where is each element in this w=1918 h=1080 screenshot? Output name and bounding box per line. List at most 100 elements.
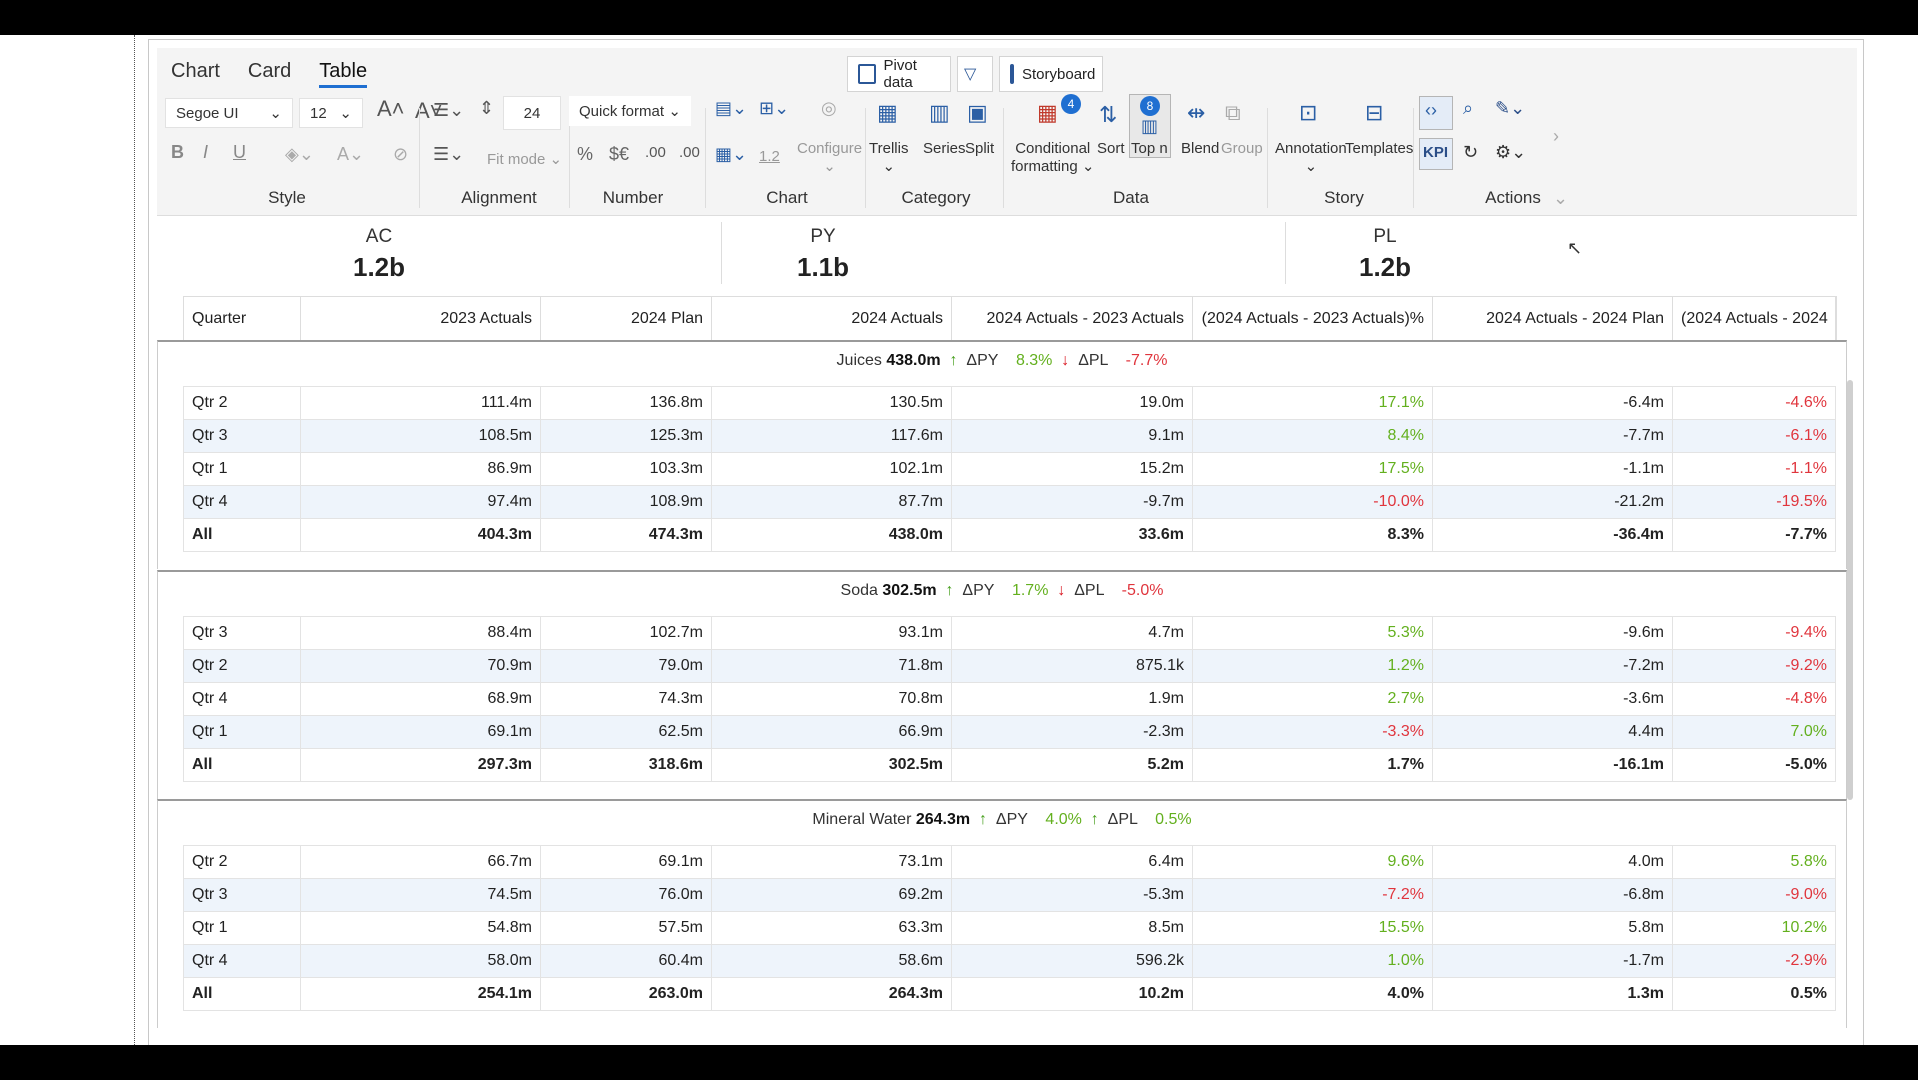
separator xyxy=(1267,108,1268,208)
delta-py-label: ΔPY xyxy=(995,811,1028,828)
table-row[interactable]: Qtr 2 111.4m 136.8m 130.5m 19.0m 17.1% -6.4m -4… xyxy=(183,386,1836,420)
series-button[interactable]: Series xyxy=(923,140,966,157)
column-header[interactable]: 2024 Plan xyxy=(541,297,712,341)
code-view-icon[interactable]: ‹› xyxy=(1425,100,1437,120)
blend-button[interactable]: Blend xyxy=(1181,140,1220,157)
row-height-icon[interactable]: ⇕ xyxy=(479,98,495,118)
vertical-scrollbar[interactable] xyxy=(1847,380,1853,800)
percent-icon[interactable]: % xyxy=(577,144,594,164)
cell-value: 263.0m xyxy=(540,977,712,1011)
table-row[interactable]: Qtr 4 97.4m 108.9m 87.7m -9.7m -10.0% -21.2m -1… xyxy=(183,485,1836,519)
tab-card[interactable]: Card xyxy=(247,60,292,82)
configure-button[interactable]: Configure ⌄ xyxy=(797,140,863,175)
table-row[interactable]: All 254.1m 263.0m 264.3m 10.2m 4.0% 1.3m 0.5% xyxy=(183,977,1836,1011)
settings-icon[interactable]: ⚙⌄ xyxy=(1495,142,1527,162)
cell-value: 9.6% xyxy=(1192,845,1433,879)
trellis-button[interactable]: Trellis ⌄ xyxy=(869,140,909,175)
pivot-data-button[interactable]: Pivot data xyxy=(847,56,951,92)
split-button[interactable]: Split xyxy=(965,140,995,157)
table-row[interactable]: Qtr 1 54.8m 57.5m 63.3m 8.5m 15.5% 5.8m 10.2% xyxy=(183,911,1836,945)
table-row[interactable]: Qtr 3 88.4m 102.7m 93.1m 4.7m 5.3% -9.6m -9.4% xyxy=(183,616,1836,650)
table-row[interactable]: Qtr 3 108.5m 125.3m 117.6m 9.1m 8.4% -7.7m -6.1… xyxy=(183,419,1836,453)
storyboard-button[interactable]: Storyboard xyxy=(999,56,1103,92)
decrease-decimals-icon[interactable]: .00 xyxy=(645,144,666,161)
cell-value: 136.8m xyxy=(540,386,712,420)
cell-value: -7.7% xyxy=(1672,518,1836,552)
filter-button[interactable]: ▽ xyxy=(957,56,993,92)
topn-button[interactable]: Top n xyxy=(1131,140,1168,157)
fill-color-icon[interactable]: ◈⌄ xyxy=(285,144,314,164)
italic-icon[interactable]: I xyxy=(203,142,209,162)
search-icon[interactable]: ⌕ xyxy=(1463,98,1474,118)
sort-icon: ⇅ xyxy=(1099,102,1118,127)
increase-font-icon[interactable]: A˄ xyxy=(377,96,405,121)
table-row[interactable]: Qtr 3 74.5m 76.0m 69.2m -5.3m -7.2% -6.8m -9.0% xyxy=(183,878,1836,912)
chart-decimals[interactable]: 1.2 xyxy=(759,148,780,165)
row-label: Qtr 1 xyxy=(183,715,301,749)
stack-layout-icon[interactable]: ⊞⌄ xyxy=(759,98,790,118)
cell-value: -9.6m xyxy=(1432,616,1673,650)
category-total: 302.5m xyxy=(882,582,937,599)
bold-icon[interactable]: B xyxy=(171,142,184,162)
spacing-input[interactable]: 24 xyxy=(503,96,561,130)
row-label: Qtr 3 xyxy=(183,878,301,912)
cell-value: -3.6m xyxy=(1432,682,1673,716)
column-header[interactable]: 2024 Actuals xyxy=(712,297,952,341)
table-row[interactable]: Qtr 2 70.9m 79.0m 71.8m 875.1k 1.2% -7.2m -9.2% xyxy=(183,649,1836,683)
table-layout-icon[interactable]: ▦⌄ xyxy=(715,144,748,164)
quick-format-select[interactable]: Quick format ⌄ xyxy=(569,96,691,126)
paint-icon[interactable]: ✎⌄ xyxy=(1495,98,1526,118)
table-row[interactable]: Qtr 2 66.7m 69.1m 73.1m 6.4m 9.6% 4.0m 5.8% xyxy=(183,845,1836,879)
tab-table[interactable]: Table xyxy=(319,60,368,88)
collapse-ribbon-icon[interactable]: ⌄ xyxy=(1553,188,1569,208)
increase-decimals-icon[interactable]: .00 xyxy=(679,144,700,161)
vertical-align-icon[interactable]: ☰⌄ xyxy=(433,144,465,164)
font-family-select[interactable]: Segoe UI ⌄ xyxy=(165,98,293,128)
column-header[interactable]: (2024 Actuals - 2023 Actuals)% xyxy=(1193,297,1433,341)
font-size-select[interactable]: 12 ⌄ xyxy=(299,98,363,128)
group-button[interactable]: Group xyxy=(1221,140,1263,157)
table-row[interactable]: All 404.3m 474.3m 438.0m 33.6m 8.3% -36.4m -7.7… xyxy=(183,518,1836,552)
delta-py-value: 4.0% xyxy=(1045,811,1082,828)
cell-value: 318.6m xyxy=(540,748,712,782)
hide-icon[interactable]: ⊘ xyxy=(393,144,409,164)
table-row[interactable]: Qtr 1 69.1m 62.5m 66.9m -2.3m -3.3% 4.4m 7.0% xyxy=(183,715,1836,749)
refresh-icon[interactable]: ↻ xyxy=(1463,142,1479,162)
column-header[interactable]: Quarter xyxy=(184,297,301,341)
templates-button[interactable]: Templates xyxy=(1345,140,1414,157)
table-row[interactable]: Qtr 4 68.9m 74.3m 70.8m 1.9m 2.7% -3.6m -4.8% xyxy=(183,682,1836,716)
arrow-up-icon: ↑ xyxy=(979,811,987,828)
configure-icon[interactable]: ◎ xyxy=(821,98,837,118)
group-label-number: Number xyxy=(602,188,664,207)
tab-chart[interactable]: Chart xyxy=(171,60,220,82)
column-header[interactable]: (2024 Actuals - 2024 xyxy=(1673,297,1836,341)
fit-mode-select[interactable]: Fit mode ⌄ xyxy=(487,151,563,168)
arrow-up-icon: ↑ xyxy=(949,352,958,369)
group-label-data: Data xyxy=(1113,188,1149,207)
annotation-button[interactable]: Annotation ⌄ xyxy=(1275,140,1347,175)
column-header[interactable]: 2023 Actuals xyxy=(301,297,541,341)
cell-value: 74.3m xyxy=(540,682,712,716)
currency-icon[interactable]: $€ xyxy=(609,144,630,164)
row-label: Qtr 2 xyxy=(183,386,301,420)
column-header[interactable]: 2024 Actuals - 2023 Actuals xyxy=(952,297,1193,341)
cell-value: -36.4m xyxy=(1432,518,1673,552)
sort-button[interactable]: Sort xyxy=(1097,140,1125,157)
kpi-ac: AC 1.2b xyxy=(289,226,469,283)
table-row[interactable]: Qtr 1 86.9m 103.3m 102.1m 15.2m 17.5% -1.1m -1.… xyxy=(183,452,1836,486)
scroll-right-icon[interactable]: › xyxy=(1553,126,1559,146)
horizontal-align-icon[interactable]: ☰⌄ xyxy=(433,100,465,120)
font-color-icon[interactable]: A⌄ xyxy=(337,144,365,164)
table-row[interactable]: All 297.3m 318.6m 302.5m 5.2m 1.7% -16.1m -5.0% xyxy=(183,748,1836,782)
conditional-formatting-button[interactable]: Conditional formatting ⌄ xyxy=(1011,140,1095,175)
column-header[interactable]: 2024 Actuals - 2024 Plan xyxy=(1433,297,1673,341)
conditional-formatting-icon: ▦ xyxy=(1037,100,1058,125)
bar-layout-icon[interactable]: ▤⌄ xyxy=(715,98,748,118)
topn-selected-box xyxy=(1129,94,1171,158)
underline-icon[interactable]: U xyxy=(233,142,246,162)
cell-value: 4.0% xyxy=(1192,977,1433,1011)
delta-pl-value: 0.5% xyxy=(1155,811,1192,828)
table-row[interactable]: Qtr 4 58.0m 60.4m 58.6m 596.2k 1.0% -1.7m -2.9% xyxy=(183,944,1836,978)
kpi-button[interactable]: KPI xyxy=(1423,144,1449,161)
cell-value: 130.5m xyxy=(711,386,952,420)
